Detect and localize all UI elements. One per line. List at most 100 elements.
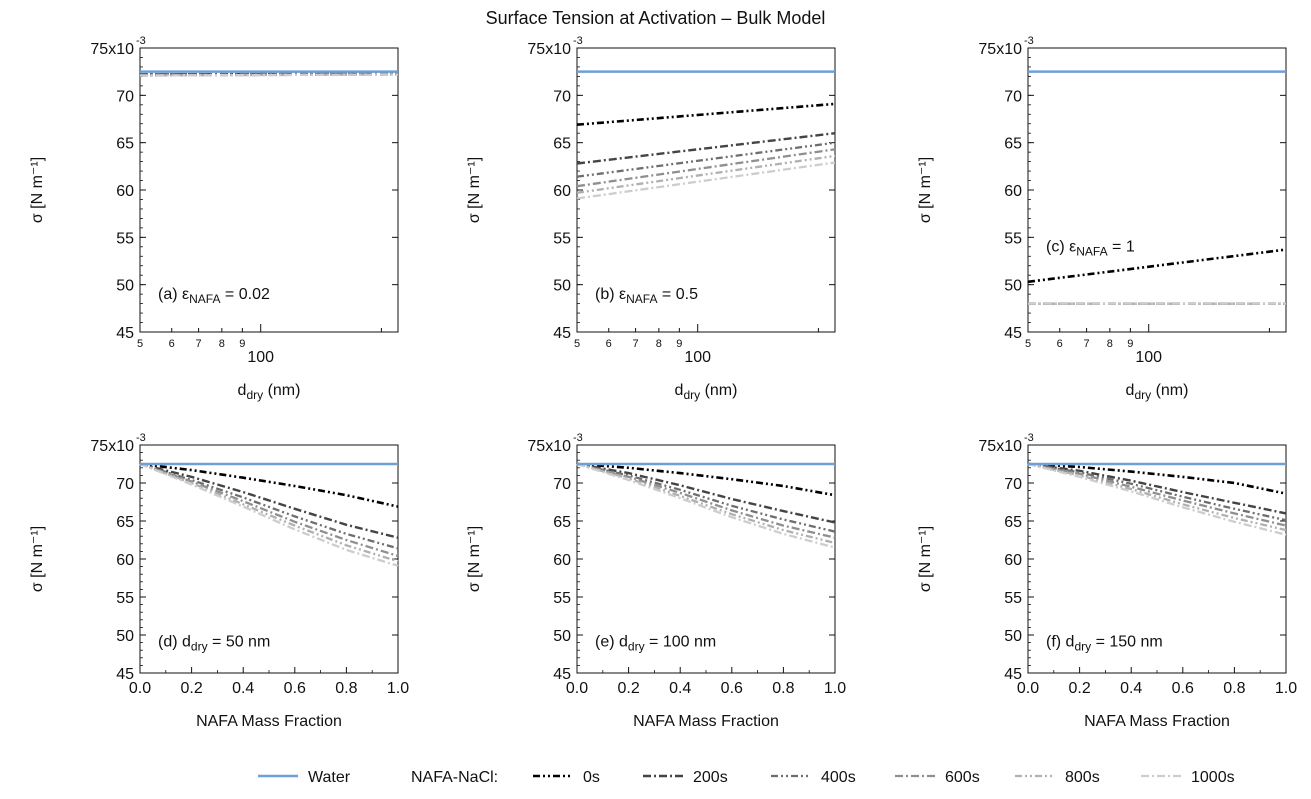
y-tick-label: 45 <box>1004 325 1022 342</box>
panel-d: 45 50 55 60 65 70 75x10 -3 σ [N m⁻¹] 0.0 0.2 0.4 0.6… <box>29 432 409 730</box>
x-tick-label: 100 <box>684 349 711 366</box>
y-tick-exponent: -3 <box>136 35 146 47</box>
x-minor-tick-label: 9 <box>676 338 682 350</box>
y-tick-label: 65 <box>116 514 134 531</box>
x-tick-label: 0.6 <box>284 680 306 697</box>
y-tick-label: 60 <box>553 183 571 200</box>
y-tick-label: 70 <box>1004 476 1022 493</box>
series-line-200s <box>576 462 836 524</box>
y-tick-label: 45 <box>553 666 571 683</box>
y-tick-label: 45 <box>116 325 134 342</box>
legend-label-800s: 800s <box>1065 769 1100 786</box>
y-tick-label: 65 <box>553 136 571 153</box>
legend-label-200s: 200s <box>693 769 728 786</box>
panel-annotation: (c) εNAFA = 1 <box>1046 239 1135 259</box>
x-axis-label: NAFA Mass Fraction <box>196 713 342 730</box>
y-tick-label: 60 <box>116 552 134 569</box>
series-line-0s <box>1027 462 1287 495</box>
series-line-0s <box>139 462 399 508</box>
x-tick-label: 0.8 <box>335 680 357 697</box>
x-axis-label: NAFA Mass Fraction <box>1084 713 1230 730</box>
x-minor-tick-label: 7 <box>633 338 639 350</box>
series-line-400s <box>1027 462 1287 522</box>
y-tick-label: 60 <box>1004 552 1022 569</box>
y-tick-label: 55 <box>1004 230 1022 247</box>
y-tick-exponent: -3 <box>573 432 583 444</box>
x-axis-label: NAFA Mass Fraction <box>633 713 779 730</box>
x-axis-label: ddry (nm) <box>1126 382 1189 402</box>
series-line-400s <box>576 462 836 533</box>
x-tick-label: 0.6 <box>1172 680 1194 697</box>
legend-label-400s: 400s <box>821 769 856 786</box>
y-tick-label: 55 <box>116 230 134 247</box>
y-tick-label: 75x10 <box>527 438 571 455</box>
x-minor-tick-label: 6 <box>1057 338 1063 350</box>
y-tick-exponent: -3 <box>573 35 583 47</box>
series-line-200s <box>139 462 399 539</box>
x-minor-tick-label: 7 <box>196 338 202 350</box>
series-line-200s <box>576 132 836 165</box>
x-minor-tick-label: 7 <box>1084 338 1090 350</box>
y-tick-exponent: -3 <box>136 432 146 444</box>
panel-f: 45 50 55 60 65 70 75x10 -3 σ [N m⁻¹] 0.0 0.2 0.4 0.6… <box>917 432 1297 730</box>
x-tick-label: 0.2 <box>1068 680 1090 697</box>
x-tick-label: 0.8 <box>1223 680 1245 697</box>
figure-title: Surface Tension at Activation – Bulk Mod… <box>485 8 826 28</box>
x-minor-tick-label: 9 <box>1127 338 1133 350</box>
y-tick-label: 45 <box>1004 666 1022 683</box>
x-minor-tick-label: 9 <box>239 338 245 350</box>
series-line-1000s <box>1027 462 1287 536</box>
series-line-400s <box>576 141 836 178</box>
x-minor-tick-label: 5 <box>574 338 580 350</box>
y-tick-label: 75x10 <box>978 438 1022 455</box>
series-line-600s <box>1027 462 1287 527</box>
series-line-800s <box>576 462 836 545</box>
series-line-800s <box>139 462 399 563</box>
y-axis-label: σ [N m⁻¹] <box>29 526 46 592</box>
x-tick-label: 1.0 <box>1275 680 1297 697</box>
x-tick-label: 0.2 <box>180 680 202 697</box>
x-minor-tick-label: 5 <box>137 338 143 350</box>
y-tick-label: 50 <box>553 278 571 295</box>
y-tick-label: 50 <box>553 628 571 645</box>
y-axis-label: σ [N m⁻¹] <box>917 526 934 592</box>
x-minor-tick-label: 8 <box>219 338 225 350</box>
series-line-0s <box>1027 248 1287 284</box>
x-minor-tick-label: 6 <box>606 338 612 350</box>
x-tick-label: 0.4 <box>1120 680 1142 697</box>
y-tick-label: 50 <box>116 628 134 645</box>
x-tick-label: 0.0 <box>1017 680 1039 697</box>
y-tick-label: 70 <box>553 476 571 493</box>
x-tick-label: 0.4 <box>232 680 254 697</box>
y-tick-label: 50 <box>1004 278 1022 295</box>
series-line-1000s <box>576 161 836 200</box>
x-tick-label: 100 <box>247 349 274 366</box>
y-tick-label: 65 <box>553 514 571 531</box>
series-line-600s <box>139 462 399 558</box>
y-tick-label: 45 <box>553 325 571 342</box>
x-tick-label: 1.0 <box>387 680 409 697</box>
plot-frame <box>1027 47 1287 333</box>
x-tick-label: 0.0 <box>129 680 151 697</box>
panel-e: 45 50 55 60 65 70 75x10 -3 σ [N m⁻¹] 0.0 0.2 0.4 0.6… <box>466 432 846 730</box>
x-tick-label: 1.0 <box>824 680 846 697</box>
x-axis-label: ddry (nm) <box>238 382 301 402</box>
y-tick-label: 65 <box>1004 136 1022 153</box>
y-tick-label: 45 <box>116 666 134 683</box>
x-tick-label: 0.6 <box>721 680 743 697</box>
series-line-600s <box>576 462 836 539</box>
series-line-1000s <box>139 462 399 567</box>
x-tick-label: 0.8 <box>772 680 794 697</box>
x-tick-label: 100 <box>1135 349 1162 366</box>
legend-label-1000s: 1000s <box>1191 769 1235 786</box>
y-tick-exponent: -3 <box>1024 35 1034 47</box>
series-line-200s <box>1027 462 1287 515</box>
y-tick-exponent: -3 <box>1024 432 1034 444</box>
x-tick-label: 0.2 <box>617 680 639 697</box>
series-line-600s <box>576 148 836 188</box>
series-line-0s <box>576 102 836 126</box>
x-axis-label: ddry (nm) <box>675 382 738 402</box>
